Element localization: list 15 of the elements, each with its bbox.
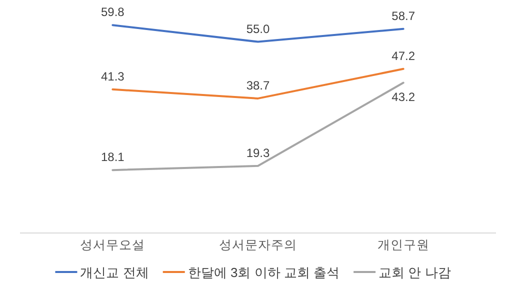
data-label: 38.7: [246, 78, 270, 92]
data-label: 59.8: [100, 5, 125, 20]
legend-label: 교회 안 나감: [378, 265, 451, 280]
data-label: 18.1: [100, 150, 125, 164]
legend-label: 개신교 전체: [80, 265, 149, 280]
data-label: 19.3: [246, 146, 270, 160]
legend-label: 한달에 3회 이하 교회 출석: [188, 265, 340, 280]
data-label: 58.7: [392, 8, 416, 23]
x-tick-label: 성서문자주의: [219, 238, 297, 252]
x-tick-label: 개인구원: [377, 238, 430, 252]
data-label: 55.0: [246, 22, 270, 36]
data-label: 41.3: [100, 69, 125, 84]
data-label: 47.2: [392, 48, 416, 63]
data-label: 43.2: [392, 90, 416, 104]
x-tick-label: 성서무오설: [80, 238, 146, 252]
